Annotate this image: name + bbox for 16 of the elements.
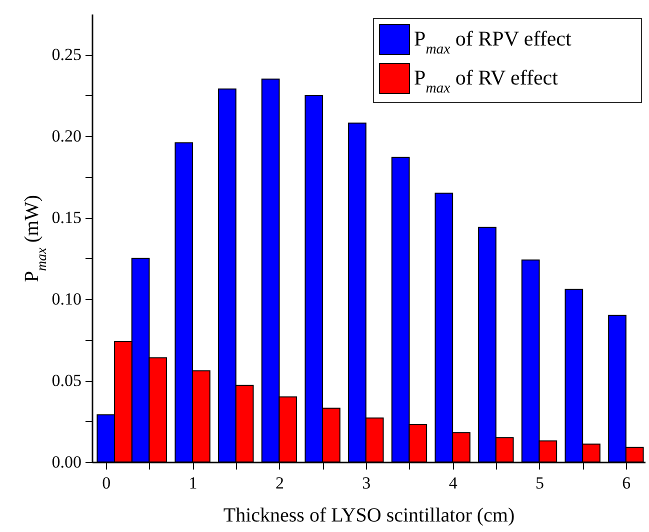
x-tick-label: 0 [102,474,111,492]
x-tick-label: 2 [275,474,284,492]
x-tick-label: 1 [188,474,198,492]
y-tick-label: 0.05 [52,371,82,390]
x-tick-label: 3 [362,474,371,492]
y-tick-label: 0.25 [52,45,82,64]
y-tick-label: 0.20 [52,126,82,146]
y-tick-label: 0.00 [52,452,82,472]
y-tick-label: 0.10 [52,290,82,309]
legend-label: P$_{max}$ of RPV effect [414,26,572,58]
x-tick-label: 5 [536,474,544,492]
legend-label: P$_{max}$ of RV effect [414,66,558,96]
x-tick-label: 6 [622,474,631,492]
y-tick-label: 0.15 [52,208,82,228]
x-tick-label: 4 [448,474,458,492]
x-axis-title: Thickness of LYSO scintillator (cm) [223,504,515,526]
